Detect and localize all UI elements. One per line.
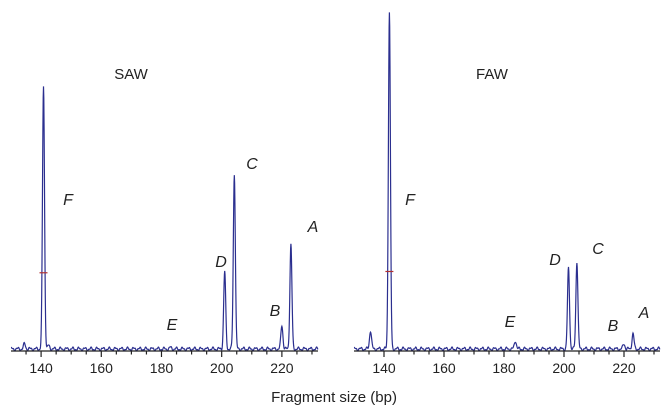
peak-label-d: D [215, 254, 227, 271]
peak-label-c: C [246, 156, 258, 173]
x-axis-label: Fragment size (bp) [271, 389, 397, 406]
x-tick-label: 200 [552, 360, 576, 376]
peak-label-d: D [549, 252, 561, 269]
x-tick-label: 140 [372, 360, 396, 376]
x-tick-label: 180 [150, 360, 174, 376]
x-tick-label: 180 [492, 360, 516, 376]
x-tick-label: 160 [90, 360, 114, 376]
saw-panel: SAW 140 160 180 200 220 F E D C B A [10, 66, 319, 376]
peak-label-a: A [638, 305, 650, 322]
peak-label-b: B [608, 318, 619, 335]
peak-label-a: A [307, 219, 319, 236]
faw-panel: FAW 140 160 180 200 220 F E D C B A [353, 12, 661, 376]
peak-label-f: F [405, 192, 416, 209]
faw-title: FAW [476, 66, 509, 83]
trace-line [353, 12, 661, 352]
peak-label-f: F [63, 192, 74, 209]
x-tick-label: 220 [612, 360, 636, 376]
peak-label-e: E [167, 317, 178, 334]
peak-label-b: B [270, 303, 281, 320]
x-tick-label: 200 [210, 360, 234, 376]
x-tick-label: 140 [29, 360, 53, 376]
peak-label-e: E [505, 314, 516, 331]
saw-title: SAW [114, 66, 148, 83]
peak-label-c: C [592, 241, 604, 258]
x-tick-label: 160 [432, 360, 456, 376]
x-tick-label: 220 [270, 360, 294, 376]
trace-line [10, 86, 319, 352]
